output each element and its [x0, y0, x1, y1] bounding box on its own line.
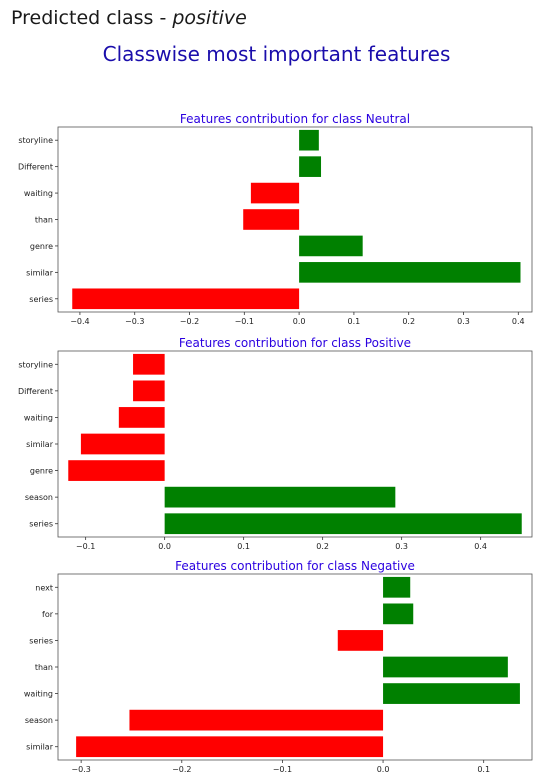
ytick-label-waiting: waiting	[24, 413, 53, 422]
bar-neutral-series	[72, 288, 300, 310]
ytick-label-genre: genre	[30, 467, 53, 476]
ytick-label-similar: similar	[26, 440, 54, 449]
ytick-label-for: for	[42, 610, 54, 619]
xtick-label: 0.1	[477, 765, 490, 774]
xtick-label: −0.2	[180, 317, 199, 326]
xtick-label: 0.3	[395, 542, 408, 551]
ytick-label-storyline: storyline	[18, 360, 53, 369]
ytick-label-season: season	[25, 716, 53, 725]
ytick-label-season: season	[25, 493, 53, 502]
xtick-label: 0.4	[512, 317, 525, 326]
ytick-label-series: series	[29, 520, 53, 529]
predicted-class-label: Predicted class - positive	[11, 7, 247, 29]
xtick-label: 0.0	[158, 542, 171, 551]
ytick-label-than: than	[35, 663, 53, 672]
bar-positive-storyline	[133, 353, 165, 375]
xtick-label: 0.2	[402, 317, 415, 326]
chart-positive: Features contribution for class Positive…	[18, 336, 533, 551]
bar-negative-series	[337, 630, 384, 651]
xtick-label: −0.3	[71, 765, 90, 774]
xtick-label: 0.3	[457, 317, 470, 326]
ytick-label-series: series	[29, 636, 53, 645]
ytick-label-similar: similar	[26, 268, 54, 277]
ytick-label-genre: genre	[30, 242, 53, 251]
bar-negative-waiting	[383, 683, 520, 704]
bar-negative-season	[129, 709, 384, 731]
chart-title-neutral: Features contribution for class Neutral	[180, 112, 410, 126]
ytick-label-next: next	[35, 583, 53, 592]
bar-negative-for	[383, 603, 414, 625]
xtick-label: 0.1	[348, 317, 361, 326]
xtick-label: −0.1	[273, 765, 292, 774]
bar-neutral-storyline	[299, 129, 319, 151]
bar-negative-than	[383, 656, 508, 678]
ytick-label-waiting: waiting	[24, 690, 53, 699]
chart-title-positive: Features contribution for class Positive	[179, 336, 411, 350]
ytick-label-series: series	[29, 295, 53, 304]
ytick-label-different: Different	[18, 163, 53, 172]
bar-neutral-than	[243, 209, 300, 230]
bar-negative-next	[383, 576, 411, 598]
main-title: Classwise most important features	[102, 42, 451, 66]
bar-neutral-waiting	[250, 182, 300, 204]
ytick-label-than: than	[35, 216, 53, 225]
bar-positive-similar	[80, 433, 165, 455]
bar-neutral-genre	[299, 235, 363, 257]
xtick-label: −0.2	[172, 765, 191, 774]
ytick-label-different: Different	[18, 387, 53, 396]
bar-positive-genre	[68, 460, 165, 481]
chart-title-negative: Features contribution for class Negative	[175, 559, 415, 573]
ytick-label-storyline: storyline	[18, 136, 53, 145]
prediction-value: positive	[172, 7, 247, 29]
bar-negative-similar	[76, 736, 384, 758]
bar-neutral-similar	[299, 262, 521, 283]
bar-positive-different	[133, 380, 165, 402]
bar-positive-series	[164, 513, 522, 535]
xtick-label: 0.4	[474, 542, 487, 551]
bar-positive-waiting	[118, 407, 165, 428]
xtick-label: 0.0	[293, 317, 306, 326]
prediction-prefix: Predicted class -	[11, 7, 173, 29]
xtick-label: −0.1	[76, 542, 95, 551]
xtick-label: 0.1	[237, 542, 250, 551]
bar-positive-season	[164, 486, 396, 508]
chart-neutral: Features contribution for class Neutral s…	[18, 112, 533, 326]
xtick-label: 0.0	[377, 765, 390, 774]
xtick-label: −0.4	[70, 317, 89, 326]
xtick-label: −0.1	[235, 317, 254, 326]
chart-negative: Features contribution for class Negative…	[24, 559, 533, 774]
bar-neutral-different	[299, 156, 322, 177]
xtick-label: 0.2	[316, 542, 329, 551]
ytick-label-similar: similar	[26, 743, 54, 752]
xtick-label: −0.3	[125, 317, 144, 326]
ytick-label-waiting: waiting	[24, 189, 53, 198]
